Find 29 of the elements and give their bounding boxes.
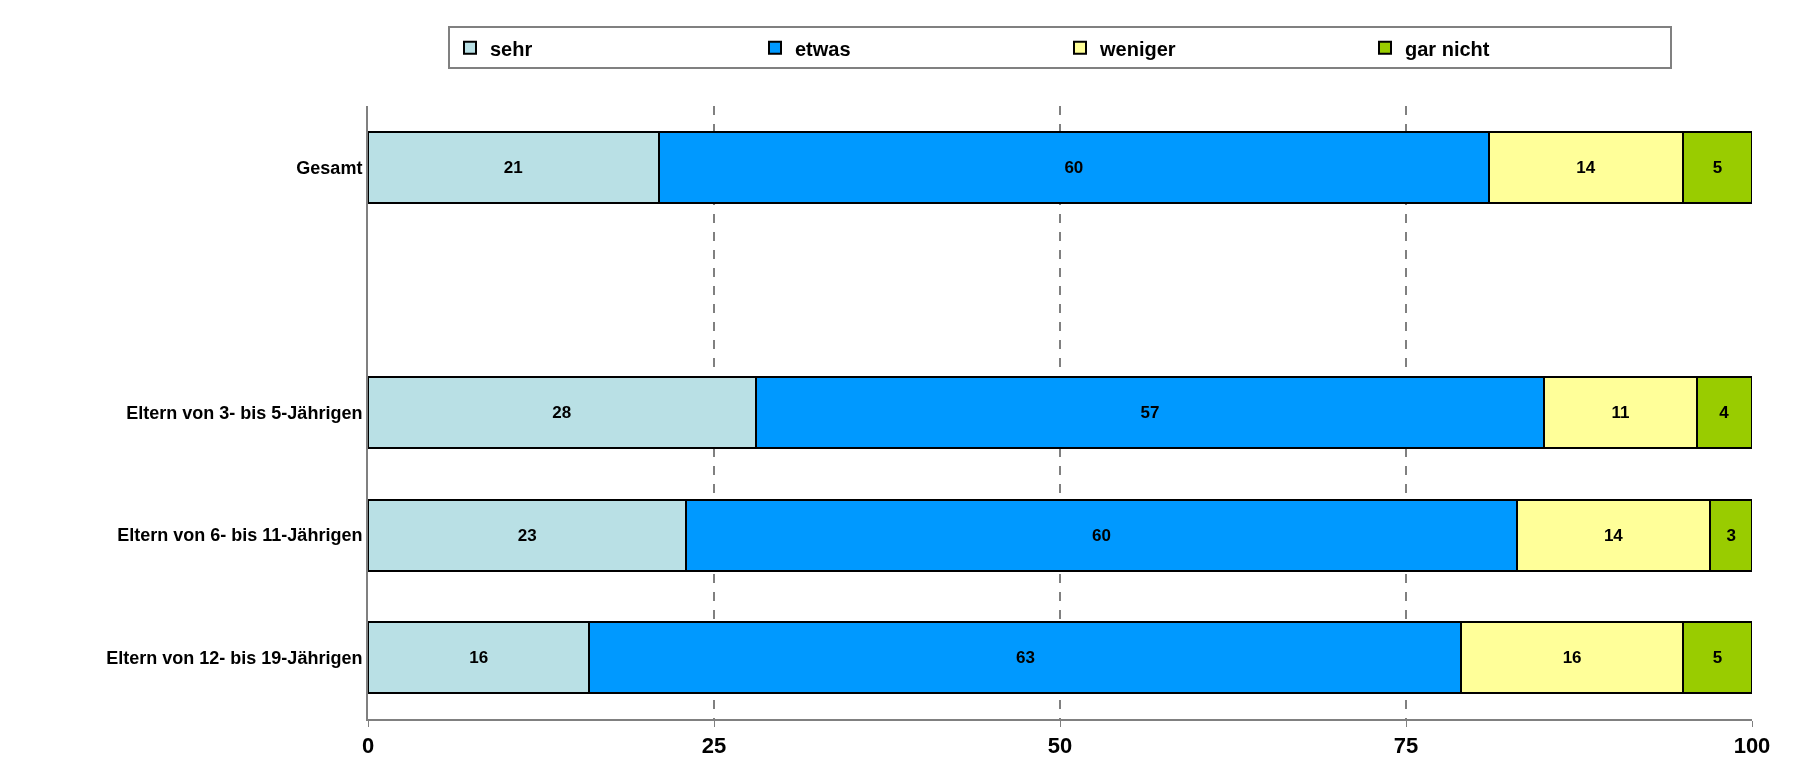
y-tick-label: Eltern von 6- bis 11-Jährigen	[117, 525, 363, 546]
data-label: 3	[1726, 525, 1736, 545]
data-label: 5	[1712, 157, 1723, 177]
x-tick-label: 75	[1393, 733, 1419, 759]
data-label: 16	[469, 648, 489, 668]
data-label: 14	[1603, 525, 1624, 545]
data-label: 14	[1576, 157, 1596, 177]
y-tick-label: Eltern von 3- bis 5-Jährigen	[126, 402, 363, 423]
x-tick-label: 25	[701, 733, 727, 759]
legend-label: etwas	[795, 37, 851, 60]
data-label: 60	[1092, 525, 1111, 545]
y-tick-label: Eltern von 12- bis 19-Jährigen	[106, 648, 363, 668]
x-tick-label: 0	[361, 733, 375, 759]
data-label: 16	[1562, 648, 1582, 668]
data-label: 5	[1712, 648, 1723, 668]
data-label: 11	[1611, 403, 1630, 422]
data-label: 4	[1719, 403, 1730, 422]
legend-label: sehr	[490, 37, 533, 60]
data-label: 63	[1015, 648, 1035, 668]
legend-label: gar nicht	[1405, 37, 1490, 60]
data-label: 57	[1140, 403, 1160, 422]
y-tick-label: Gesamt	[296, 157, 363, 178]
x-tick-label: 50	[1047, 733, 1073, 759]
legend-label: weniger	[1099, 37, 1176, 60]
x-tick-label: 100	[1733, 733, 1771, 759]
data-label: 23	[517, 525, 537, 545]
data-label: 28	[552, 403, 572, 422]
data-label: 60	[1064, 157, 1084, 177]
data-label: 21	[503, 157, 523, 177]
